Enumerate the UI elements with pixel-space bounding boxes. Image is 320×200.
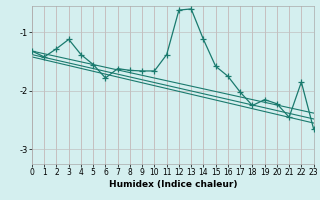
- X-axis label: Humidex (Indice chaleur): Humidex (Indice chaleur): [108, 180, 237, 189]
